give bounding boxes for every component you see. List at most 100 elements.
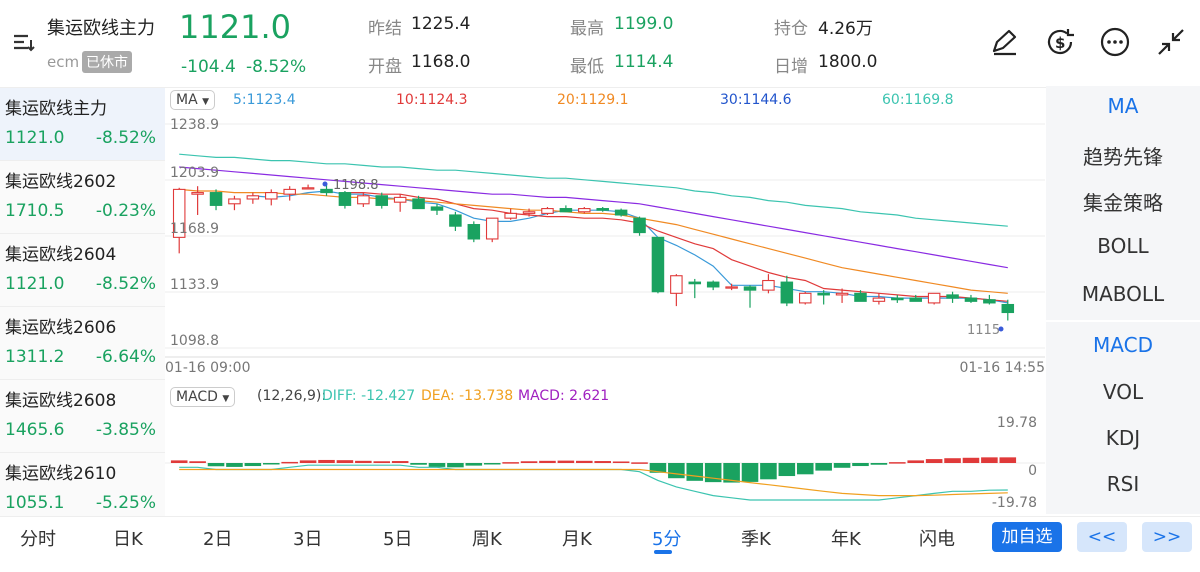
- contract-item-5[interactable]: 集运欧线2610 1055.1 -5.25%: [0, 453, 165, 526]
- macd-bar: [520, 461, 538, 463]
- indicator-option-7[interactable]: KDJ: [1105, 426, 1141, 450]
- candle: [301, 184, 315, 190]
- ma-line-ma5: [252, 190, 1008, 304]
- period-tab-6[interactable]: 月K: [562, 529, 592, 550]
- indicator-option-3[interactable]: BOLL: [1097, 234, 1149, 258]
- candle: [559, 205, 573, 213]
- macd-value-1: DEA: -13.738: [421, 388, 514, 404]
- prev-page-button[interactable]: <<: [1077, 522, 1127, 552]
- menu-sort-icon[interactable]: [12, 32, 38, 58]
- candle: [265, 189, 278, 206]
- candle: [596, 206, 609, 212]
- candle: [172, 187, 186, 254]
- macd-bar: [447, 463, 464, 468]
- period-tab-0[interactable]: 分时: [20, 529, 56, 550]
- macd-value-2: MACD: 2.621: [518, 388, 610, 404]
- macd-bar: [668, 463, 685, 479]
- macd-bar: [889, 462, 906, 464]
- candle: [891, 294, 904, 303]
- period-tab-7[interactable]: 5分: [652, 529, 682, 550]
- contract-price: 1311.2: [5, 347, 65, 367]
- macd-bar: [428, 463, 446, 467]
- contract-item-1[interactable]: 集运欧线2602 1710.5 -0.23%: [0, 161, 165, 234]
- caret-down-icon: ▼: [202, 97, 210, 107]
- contract-price: 1121.0: [5, 274, 65, 294]
- more-icon[interactable]: [1099, 26, 1131, 62]
- candle: [375, 192, 389, 209]
- draw-pen-icon[interactable]: [988, 27, 1020, 63]
- indicator-option-5[interactable]: MACD: [1093, 333, 1153, 357]
- period-tab-3[interactable]: 3日: [293, 529, 323, 550]
- macd-bar: [299, 460, 317, 463]
- low-mark-dot: [998, 326, 1004, 332]
- candle: [946, 291, 959, 303]
- status-badge: 已休市: [82, 51, 132, 73]
- period-tab-8[interactable]: 季K: [741, 529, 771, 550]
- candle: [504, 208, 517, 220]
- stat-label-high: 最高: [570, 19, 604, 39]
- period-tab-10[interactable]: 闪电: [919, 529, 955, 550]
- macd-axis-label: -19.78: [992, 495, 1037, 511]
- candle: [743, 285, 757, 308]
- stat-value-low: 1114.4: [614, 52, 674, 72]
- candle: [357, 192, 370, 207]
- indicator-option-6[interactable]: VOL: [1102, 380, 1144, 404]
- indicator-option-0[interactable]: MA: [1107, 94, 1139, 118]
- candle: [835, 288, 849, 303]
- indicator-option-8[interactable]: RSI: [1106, 472, 1140, 496]
- add-watchlist-button[interactable]: 加自选: [992, 522, 1062, 552]
- candle: [578, 206, 591, 214]
- contract-name: 集运欧线2606: [5, 318, 117, 338]
- candle: [633, 216, 646, 236]
- candle: [449, 211, 462, 231]
- currency-exchange-icon[interactable]: $: [1043, 25, 1077, 63]
- ma-value-3: 30:1144.6: [720, 92, 792, 108]
- period-tab-1[interactable]: 日K: [113, 529, 143, 550]
- macd-bar: [815, 463, 832, 471]
- macd-bar: [833, 463, 851, 468]
- kline-chart[interactable]: 1238.9 1203.9 1168.9 1133.9 1098.8 1198.8 1115…: [165, 114, 1045, 384]
- candle: [964, 294, 978, 303]
- indicator-option-4[interactable]: MABOLL: [1081, 282, 1165, 306]
- candle: [909, 294, 922, 302]
- exchange-code: ecm: [47, 53, 80, 71]
- indicator-option-2[interactable]: 集金策略: [1083, 191, 1163, 215]
- contract-item-4[interactable]: 集运欧线2608 1465.6 -3.85%: [0, 380, 165, 453]
- macd-indicator-dropdown[interactable]: MACD ▼: [170, 386, 236, 407]
- candle: [706, 280, 720, 291]
- indicator-divider: [1046, 320, 1200, 322]
- contract-price: 1465.6: [5, 420, 65, 440]
- macd-bar: [410, 463, 427, 465]
- contract-pct: -6.64%: [95, 347, 156, 367]
- candle: [762, 274, 775, 294]
- candle: [412, 195, 425, 210]
- contract-item-3[interactable]: 集运欧线2606 1311.2 -6.64%: [0, 307, 165, 380]
- macd-bar: [355, 460, 372, 463]
- macd-chart[interactable]: 19.78 0 -19.78: [165, 410, 1045, 516]
- period-tab-4[interactable]: 5日: [383, 529, 413, 550]
- macd-bar: [999, 457, 1017, 463]
- candle: [817, 290, 830, 305]
- collapse-icon[interactable]: [1156, 27, 1186, 61]
- svg-text:$: $: [1055, 34, 1065, 52]
- ma-value-1: 10:1124.3: [396, 92, 468, 108]
- contract-pct: -8.52%: [95, 274, 156, 294]
- next-page-button[interactable]: >>: [1142, 522, 1192, 552]
- macd-bar: [336, 460, 354, 463]
- macd-bar: [944, 458, 961, 463]
- contract-item-0[interactable]: 集运欧线主力 1121.0 -8.52%: [0, 88, 165, 161]
- candle: [688, 278, 702, 299]
- contract-item-2[interactable]: 集运欧线2604 1121.0 -8.52%: [0, 234, 165, 307]
- diff-line: [179, 464, 1008, 501]
- ma-indicator-dropdown[interactable]: MA ▼: [170, 89, 216, 110]
- macd-bar: [502, 462, 519, 464]
- period-tab-2[interactable]: 2日: [203, 529, 233, 550]
- macd-bar: [612, 461, 630, 463]
- candle: [320, 184, 333, 196]
- macd-bar: [796, 463, 814, 475]
- period-tab-9[interactable]: 年K: [831, 529, 861, 550]
- price-axis-label: 1133.9: [170, 277, 219, 293]
- indicator-option-1[interactable]: 趋势先锋: [1083, 145, 1163, 169]
- period-tab-5[interactable]: 周K: [472, 529, 502, 550]
- time-axis-start: 01-16 09:00: [165, 360, 250, 376]
